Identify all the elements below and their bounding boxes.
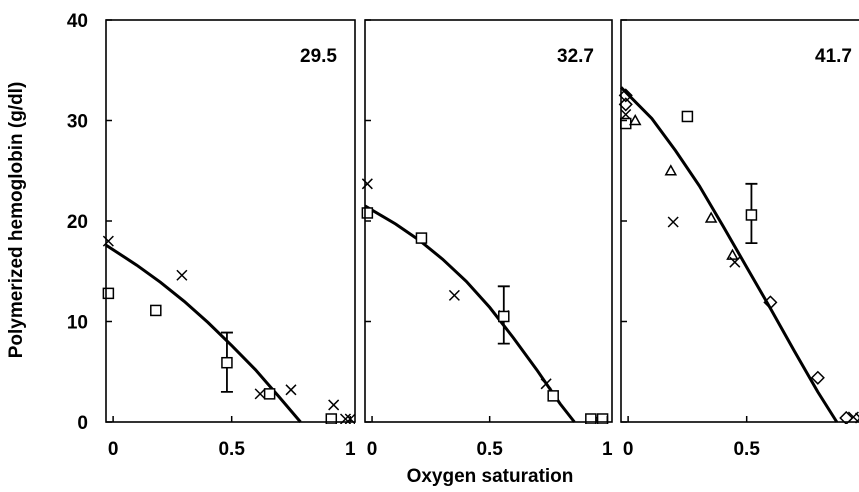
data-point-x xyxy=(285,384,297,396)
y-tick-label: 10 xyxy=(67,313,88,334)
data-point-square xyxy=(150,304,162,317)
data-point-square xyxy=(221,356,233,369)
data-point-square xyxy=(361,207,374,219)
fit-curve xyxy=(105,243,302,423)
fit-curve xyxy=(619,86,839,423)
x-tick-label: 0 xyxy=(108,439,119,460)
data-point-square xyxy=(547,390,559,402)
x-axis-label: Oxygen saturation xyxy=(407,466,574,487)
data-point-square xyxy=(415,232,428,244)
x-tick-label: 0 xyxy=(367,439,378,460)
data-point-square xyxy=(585,413,597,424)
data-point-diamond xyxy=(839,410,854,424)
data-point-square xyxy=(325,413,338,424)
data-point-x xyxy=(254,388,266,400)
x-tick-label: 0 xyxy=(623,439,634,460)
y-tick-label: 20 xyxy=(67,212,88,233)
data-point-x xyxy=(328,399,340,411)
data-point-diamond xyxy=(810,370,825,385)
x-tick-label: 1 xyxy=(602,439,613,460)
data-point-triangle xyxy=(704,211,718,223)
data-point-x xyxy=(448,289,460,301)
data-point-triangle xyxy=(664,164,678,176)
data-point-x xyxy=(540,378,552,390)
data-point-diamond xyxy=(763,295,778,310)
x-tick-label: 1 xyxy=(345,439,356,460)
data-point-x xyxy=(667,216,679,228)
x-tick-label: 0.5 xyxy=(218,439,245,460)
x-tick-label: 0.5 xyxy=(733,439,760,460)
y-tick-label: 0 xyxy=(77,413,88,434)
data-point-square xyxy=(681,110,694,123)
panel-2 xyxy=(361,178,609,424)
panel-label: 29.5 xyxy=(300,46,337,67)
panel-3-frame xyxy=(620,19,859,423)
y-tick-label: 30 xyxy=(67,112,88,133)
x-tick-label: 0.5 xyxy=(476,439,503,460)
panel-label: 41.7 xyxy=(815,46,852,67)
panel-1 xyxy=(102,235,355,424)
y-tick-label: 40 xyxy=(67,11,88,32)
panel-3 xyxy=(618,86,859,424)
data-point-triangle xyxy=(628,113,642,126)
data-point-square xyxy=(498,310,510,323)
data-point-x xyxy=(176,269,188,281)
data-point-x xyxy=(102,235,114,247)
panel-2-frame xyxy=(364,19,613,423)
data-point-square xyxy=(263,388,276,400)
fit-curve xyxy=(364,204,576,423)
panel-label: 32.7 xyxy=(557,46,594,67)
data-point-x xyxy=(361,178,373,190)
data-point-square xyxy=(102,287,115,300)
data-point-triangle xyxy=(726,248,739,260)
y-axis-tick-labels: 0 10 20 30 40 xyxy=(67,11,88,434)
y-axis-label: Polymerized hemoglobin (g/dl) xyxy=(6,82,27,359)
data-point-square xyxy=(745,209,758,221)
